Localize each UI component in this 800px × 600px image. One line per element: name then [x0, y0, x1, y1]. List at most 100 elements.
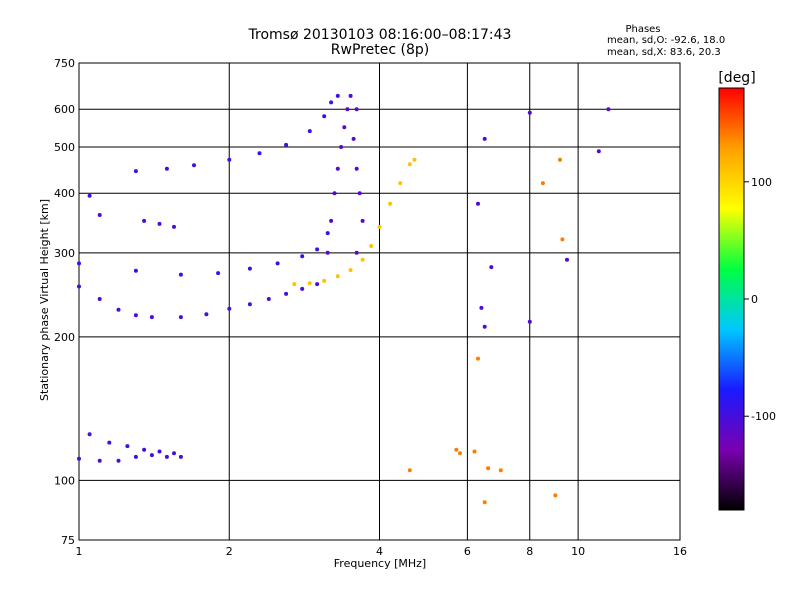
data-point: [553, 493, 558, 498]
data-point: [257, 151, 262, 156]
data-point: [300, 254, 305, 259]
colorbar-ticks: -100 0 100: [744, 176, 776, 423]
data-point: [164, 166, 169, 171]
data-point: [227, 306, 232, 311]
data-point: [472, 449, 477, 454]
x-tick-label: 10: [571, 545, 585, 558]
data-point: [558, 157, 562, 162]
data-point: [142, 218, 147, 223]
data-point: [142, 447, 147, 452]
stats-x-mode: mean, sd,X: 83.6, 20.3: [607, 47, 721, 58]
data-point: [345, 107, 350, 112]
y-tick-label: 200: [54, 331, 75, 344]
data-point: [348, 93, 353, 98]
data-point: [97, 213, 102, 217]
data-point: [325, 231, 330, 236]
grid: [79, 63, 680, 540]
colorbar-tick-label: 0: [751, 293, 758, 306]
data-point: [560, 237, 565, 242]
data-point: [482, 500, 487, 505]
data-point: [354, 250, 359, 255]
plot-area: 1 2 4 6 8 10 16 75 100 200 300 400 500 600 750: [54, 57, 687, 558]
stats-heading: Phases: [625, 24, 660, 35]
data-point: [164, 454, 169, 459]
data-point: [369, 244, 374, 248]
data-point: [360, 218, 365, 223]
y-tick-label: 300: [54, 247, 75, 260]
colorbar-tick-label: 100: [751, 176, 772, 189]
data-point: [149, 453, 154, 458]
y-tick-label: 500: [54, 141, 75, 154]
data-point: [351, 136, 356, 141]
data-point: [354, 166, 359, 171]
data-point: [192, 163, 196, 168]
data-point: [216, 271, 221, 276]
data-point: [284, 142, 289, 147]
data-point: [322, 278, 327, 283]
data-point: [479, 305, 484, 310]
chart-title: Tromsø 20130103 08:16:00–08:17:43: [248, 27, 512, 43]
data-point: [540, 181, 545, 186]
data-point: [498, 468, 503, 473]
data-point: [458, 451, 462, 456]
data-point: [227, 157, 232, 162]
data-point: [178, 272, 183, 277]
data-point: [482, 324, 487, 329]
data-point: [407, 162, 412, 167]
data-point: [398, 181, 403, 186]
chart-subtitle: RwPretec (8p): [331, 42, 429, 58]
data-point: [377, 224, 382, 229]
data-point: [133, 268, 138, 273]
data-point: [247, 266, 252, 271]
data-point: [329, 218, 334, 223]
data-point: [348, 268, 353, 273]
data-point: [412, 157, 417, 162]
data-point: [476, 201, 480, 206]
y-tick-label: 600: [54, 103, 75, 116]
data-point: [565, 257, 569, 262]
y-tick-label: 750: [54, 57, 75, 70]
data-point: [204, 312, 209, 317]
data-point: [335, 274, 340, 279]
data-point: [527, 110, 532, 115]
data-point: [476, 356, 480, 361]
data-point: [357, 191, 362, 196]
data-point: [125, 444, 130, 449]
data-point: [149, 315, 154, 320]
data-point: [342, 125, 347, 130]
y-tick-label: 400: [54, 187, 75, 200]
data-point: [482, 136, 487, 141]
y-tick-label: 100: [54, 474, 75, 487]
data-point: [322, 114, 327, 119]
colorbar: [718, 87, 745, 511]
data-point: [133, 454, 138, 459]
colorbar-tick-label: -100: [751, 410, 776, 423]
data-point: [87, 193, 92, 198]
data-point: [315, 282, 320, 287]
data-point: [329, 100, 334, 105]
data-point: [339, 145, 344, 149]
data-point: [360, 257, 365, 262]
data-point: [596, 149, 601, 154]
data-point: [77, 456, 81, 461]
data-point: [354, 107, 359, 112]
data-point: [335, 166, 340, 171]
data-point: [87, 432, 92, 437]
data-point: [157, 221, 162, 226]
x-tick-label: 2: [226, 545, 233, 558]
x-tick-label: 16: [673, 545, 687, 558]
data-point: [489, 265, 494, 270]
data-point: [325, 250, 330, 255]
data-point: [247, 302, 252, 307]
x-tick-label: 6: [464, 545, 471, 558]
data-point: [172, 224, 176, 229]
data-point: [275, 261, 280, 266]
data-point: [388, 201, 393, 206]
data-point: [172, 451, 176, 456]
stats-o-mode: mean, sd,O: -92.6, 18.0: [607, 35, 725, 46]
x-tick-label: 8: [526, 545, 533, 558]
y-tick-labels: 75 100 200 300 400 500 600 750: [54, 57, 75, 547]
data-point: [133, 313, 138, 318]
x-tick-label: 1: [76, 545, 83, 558]
